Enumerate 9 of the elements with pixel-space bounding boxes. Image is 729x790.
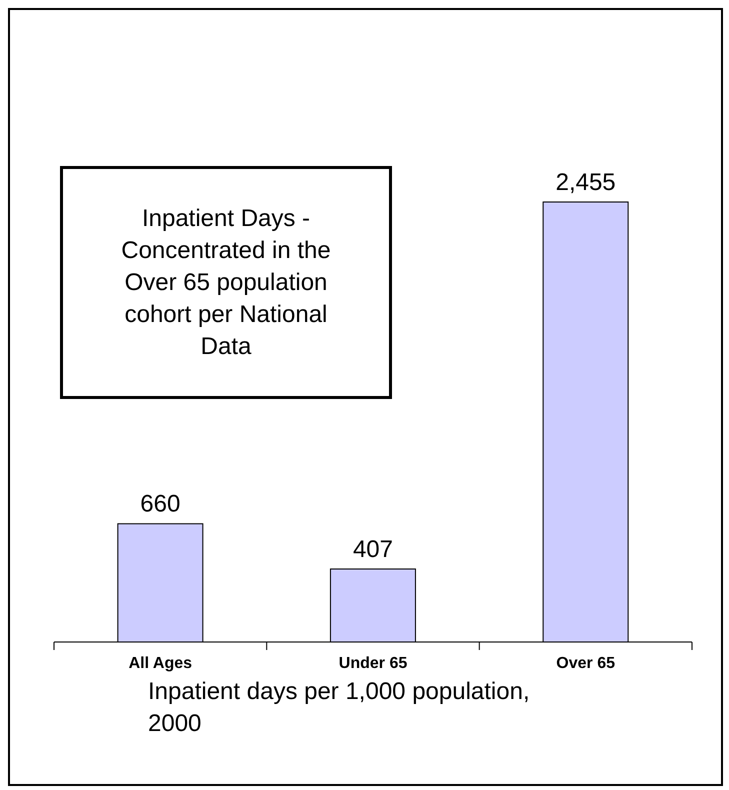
text-box: Inpatient Days - Concentrated in the Over 65 population cohort per National Data: [60, 166, 392, 399]
x-tick-label: Under 65: [338, 655, 408, 672]
x-tick-label: Over 65: [556, 655, 616, 672]
x-axis-title: Inpatient days per 1,000 population, 2000: [148, 677, 531, 739]
data-label: 407: [352, 536, 393, 564]
annotation: Inpatient Days - Concentrated in the Over 65 population cohort per National Data: [120, 204, 332, 362]
x-tick-label: All Ages: [128, 655, 192, 672]
data-label: 2,455: [556, 169, 616, 196]
data-label: 660: [140, 490, 180, 518]
